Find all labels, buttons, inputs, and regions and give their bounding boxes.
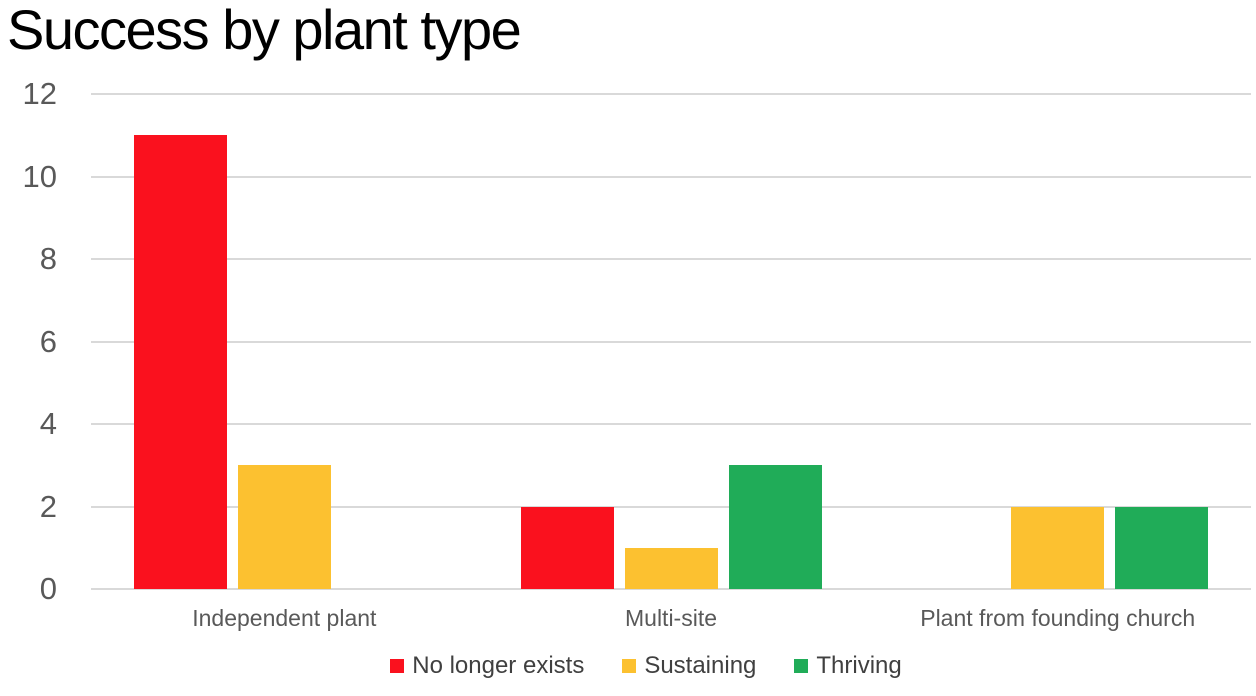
gridline-8 — [91, 258, 1251, 260]
legend-color-swatch-thriving — [794, 659, 809, 673]
x-category-label-independent-plant: Independent plant — [192, 605, 377, 631]
legend-label-thriving: Thriving — [816, 652, 902, 679]
legend-item-sustaining: Sustaining — [622, 652, 756, 680]
y-tick-label-10: 10 — [22, 158, 57, 194]
x-category-label-plant-from-founding-church: Plant from founding church — [920, 605, 1196, 631]
gridline-2 — [91, 505, 1251, 508]
legend-color-swatch-no-longer-exists — [390, 659, 405, 673]
bar-sustaining-plant-from-founding-church — [1011, 506, 1105, 589]
gridline-4 — [91, 423, 1251, 425]
legend-item-no-longer-exists: No longer exists — [390, 652, 584, 680]
bar-sustaining-multi-site — [624, 547, 718, 589]
legend-label-sustaining: Sustaining — [644, 652, 757, 679]
bar-no-longer-exists-independent-plant — [133, 135, 227, 589]
bar-groups — [91, 94, 1251, 589]
legend-item-thriving: Thriving — [794, 652, 902, 680]
gridline-6 — [91, 340, 1251, 343]
x-axis-category-labels: Independent plant Multi-site Plant from fo… — [91, 597, 1251, 632]
gridline-0 — [91, 588, 1251, 590]
legend-label-no-longer-exists: No longer exists — [412, 652, 585, 679]
x-category-label-multi-site: Multi-site — [625, 605, 718, 631]
bar-group-multi-site — [478, 94, 865, 589]
chart-title: Success by plant type — [7, 0, 522, 61]
legend-color-swatch-sustaining — [622, 659, 637, 673]
bar-no-longer-exists-multi-site — [520, 506, 614, 589]
bar-group-plant-from-founding-church — [864, 94, 1251, 589]
legend: No longer exists Sustaining Thriving — [0, 652, 1256, 680]
plot-area — [91, 93, 1251, 590]
bar-sustaining-independent-plant — [237, 465, 331, 589]
y-tick-label-6: 6 — [39, 323, 57, 359]
y-tick-label-2: 2 — [39, 488, 57, 524]
bar-thriving-multi-site — [728, 465, 822, 589]
gridline-10 — [91, 175, 1251, 178]
y-tick-label-12: 12 — [22, 76, 57, 111]
y-axis-tick-labels: 0 2 4 6 8 10 12 — [0, 78, 57, 604]
bar-group-independent-plant — [91, 94, 478, 589]
y-tick-label-4: 4 — [39, 406, 57, 441]
y-tick-label-8: 8 — [39, 241, 57, 276]
bar-thriving-plant-from-founding-church — [1115, 506, 1209, 589]
gridline-12 — [91, 93, 1251, 95]
y-tick-label-0: 0 — [39, 571, 57, 606]
